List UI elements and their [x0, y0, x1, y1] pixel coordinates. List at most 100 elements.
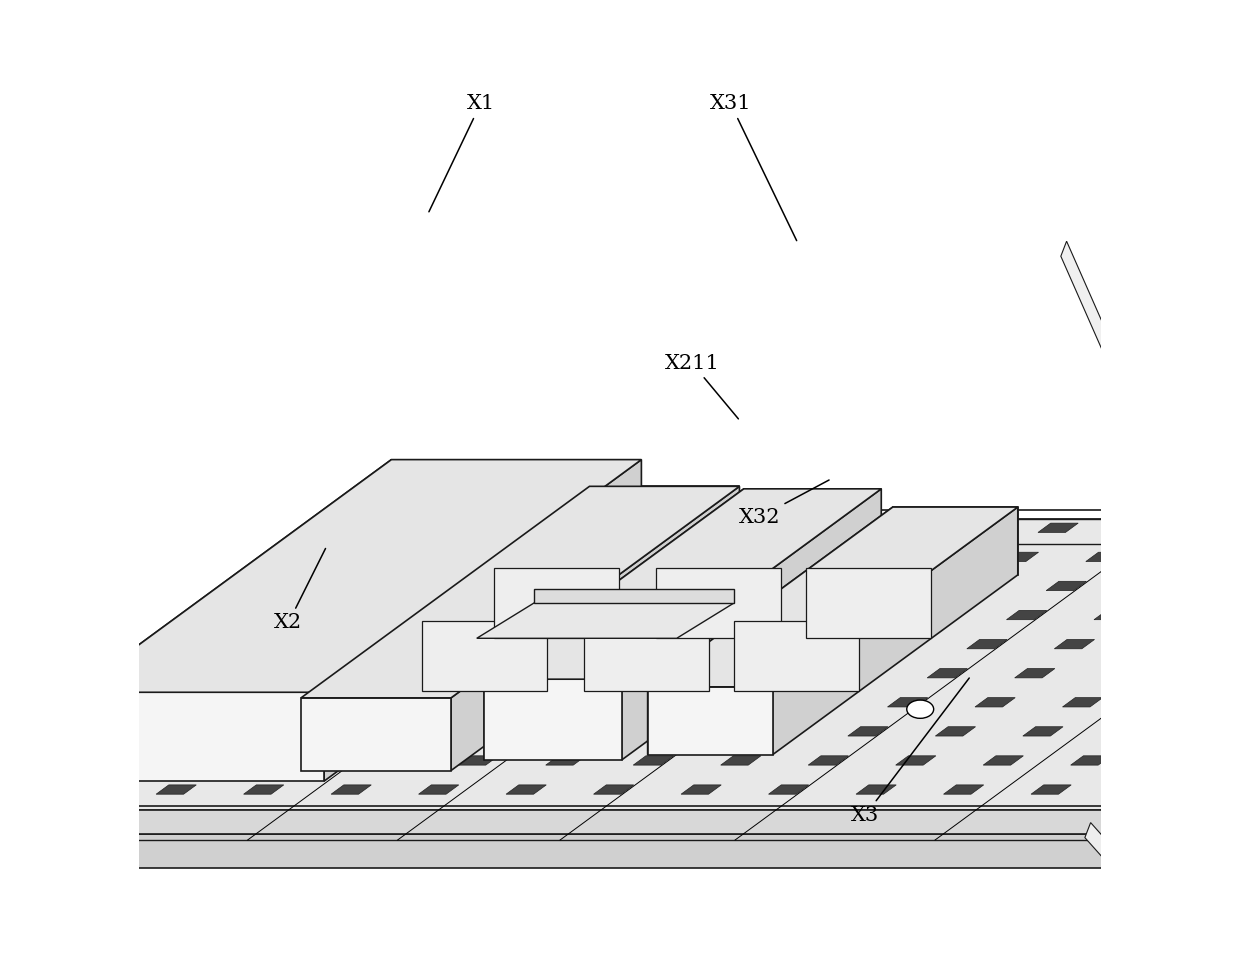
Text: X3: X3 — [851, 678, 970, 825]
Polygon shape — [1023, 727, 1063, 736]
Polygon shape — [484, 489, 744, 760]
Polygon shape — [484, 489, 882, 679]
Polygon shape — [656, 610, 697, 620]
Polygon shape — [634, 756, 673, 765]
Polygon shape — [476, 602, 734, 638]
Polygon shape — [1149, 697, 1190, 707]
Polygon shape — [1236, 0, 1240, 79]
Polygon shape — [951, 523, 991, 533]
Polygon shape — [1236, 19, 1240, 967]
Polygon shape — [451, 486, 739, 771]
Polygon shape — [1063, 697, 1102, 707]
Polygon shape — [1102, 668, 1142, 678]
Polygon shape — [1030, 785, 1071, 794]
Polygon shape — [673, 727, 713, 736]
Polygon shape — [1236, 27, 1240, 381]
Polygon shape — [392, 459, 641, 548]
Polygon shape — [1236, 457, 1240, 473]
Polygon shape — [1236, 684, 1240, 700]
Polygon shape — [1189, 668, 1230, 678]
Polygon shape — [856, 785, 897, 794]
Polygon shape — [735, 552, 776, 562]
Polygon shape — [1220, 116, 1240, 539]
Polygon shape — [1236, 178, 1240, 533]
Text: X211: X211 — [665, 354, 738, 419]
Polygon shape — [322, 727, 363, 736]
Polygon shape — [569, 610, 609, 620]
Polygon shape — [879, 639, 920, 649]
Polygon shape — [1236, 253, 1240, 608]
Polygon shape — [1126, 523, 1166, 533]
Polygon shape — [1236, 4, 1240, 19]
Polygon shape — [410, 727, 450, 736]
Text: X32: X32 — [739, 480, 830, 527]
Polygon shape — [616, 639, 657, 649]
Polygon shape — [688, 523, 728, 533]
Polygon shape — [1236, 911, 1240, 926]
Polygon shape — [1047, 581, 1086, 591]
Polygon shape — [283, 756, 324, 765]
Polygon shape — [696, 581, 737, 591]
Polygon shape — [474, 552, 513, 562]
Polygon shape — [469, 519, 1240, 543]
Polygon shape — [72, 810, 1240, 835]
Polygon shape — [1236, 0, 1240, 306]
Polygon shape — [1085, 823, 1240, 967]
Polygon shape — [1236, 533, 1240, 548]
Polygon shape — [832, 610, 872, 620]
Polygon shape — [315, 668, 355, 678]
Polygon shape — [893, 507, 1018, 575]
Polygon shape — [760, 727, 801, 736]
Polygon shape — [888, 697, 928, 707]
Polygon shape — [402, 668, 443, 678]
Polygon shape — [1236, 608, 1240, 625]
Polygon shape — [609, 581, 649, 591]
Polygon shape — [1114, 199, 1240, 625]
Polygon shape — [72, 835, 1240, 868]
Polygon shape — [506, 785, 547, 794]
Polygon shape — [911, 552, 951, 562]
Polygon shape — [647, 507, 893, 754]
Polygon shape — [769, 785, 808, 794]
Polygon shape — [1094, 610, 1135, 620]
Polygon shape — [1236, 0, 1240, 19]
Polygon shape — [1198, 727, 1238, 736]
Polygon shape — [872, 581, 911, 591]
Polygon shape — [450, 697, 490, 707]
Polygon shape — [301, 698, 451, 771]
Polygon shape — [1236, 79, 1240, 95]
Polygon shape — [72, 543, 1240, 835]
Polygon shape — [577, 668, 618, 678]
Polygon shape — [481, 610, 522, 620]
Polygon shape — [419, 785, 459, 794]
Polygon shape — [589, 486, 739, 559]
Polygon shape — [1236, 19, 1240, 967]
Ellipse shape — [569, 700, 596, 718]
Polygon shape — [656, 569, 781, 638]
Polygon shape — [848, 727, 888, 736]
Polygon shape — [744, 610, 784, 620]
Polygon shape — [301, 486, 739, 698]
Polygon shape — [1086, 552, 1126, 562]
Polygon shape — [1236, 0, 1240, 155]
Polygon shape — [1133, 581, 1174, 591]
Polygon shape — [1213, 523, 1240, 533]
Ellipse shape — [906, 700, 934, 718]
Polygon shape — [441, 639, 482, 649]
Polygon shape — [998, 552, 1039, 562]
Polygon shape — [959, 581, 999, 591]
Ellipse shape — [419, 700, 446, 718]
Polygon shape — [800, 697, 841, 707]
Polygon shape — [1236, 0, 1240, 230]
Polygon shape — [324, 459, 641, 781]
Polygon shape — [584, 621, 709, 691]
Polygon shape — [744, 489, 882, 570]
Polygon shape — [1138, 779, 1240, 967]
Polygon shape — [1236, 759, 1240, 776]
Polygon shape — [975, 697, 1016, 707]
Polygon shape — [775, 523, 816, 533]
Polygon shape — [1061, 241, 1240, 667]
Polygon shape — [1236, 306, 1240, 322]
Polygon shape — [1236, 556, 1240, 911]
Polygon shape — [494, 569, 619, 638]
